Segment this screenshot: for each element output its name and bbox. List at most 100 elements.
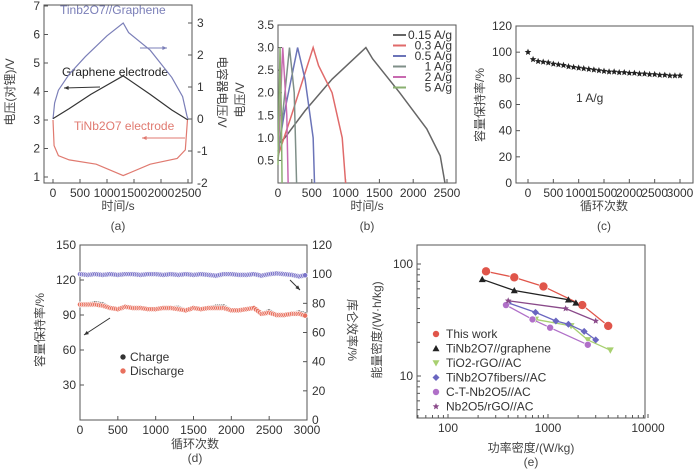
panel-d-arrow-efficiency-head [295,285,300,290]
panel-a-ytick-label: 3 [33,113,40,127]
panel-c-data-point [524,48,532,55]
panel-b-legend-label: 0.15 A/g [408,28,452,42]
panel-c-data-point [620,68,628,76]
y-axis-label: 容量保持率/% [32,293,47,367]
panel-e-data-point-series-3 [564,320,572,328]
panel-e-data-point-series-0 [603,321,614,331]
panel-b-xtick-label: 2500 [434,186,461,200]
panel-label: (d) [188,451,203,465]
panel-b-series-line-1 [277,45,347,184]
panel-c-data-point [570,63,577,71]
panel-e-series-line-2 [535,318,611,351]
panel-c-xtick-label: 3000 [667,186,694,200]
x-axis-label: 时间/s [350,199,383,213]
panel-c-data-point [631,69,638,76]
panel-c-data-point [666,72,674,79]
panel-c-xtick-label: 1500 [591,186,618,200]
panel-c-data-point [605,68,613,75]
panel-c-ytick-label: 60 [499,98,513,112]
panel-a-xtick-label: 0 [50,186,57,200]
x-axis-label: 功率密度/(W/kg) [488,440,575,455]
panel-d-ytick-label: 80 [312,296,326,310]
panel-e-xtick-label: 100 [438,421,458,435]
panel-a-arrow-graphene [63,86,101,89]
panel-b-ytick-label: 1.5 [257,108,274,122]
panel-e-series-line-1 [482,278,577,304]
panel-b-legend-label: 1 A/g [425,60,452,74]
panel-a-series-line-2 [52,119,189,177]
y-axis-label: 能量密度/(W·h/kg) [369,281,384,378]
panel-b-ytick-label: 2.5 [257,63,274,77]
panel-label: (e) [524,455,539,469]
panel-a-ytick-label: 0 [197,112,204,126]
panel-b-series-line-5 [277,47,283,184]
panel-e-legend-marker [432,330,440,338]
panel-e-legend-marker [432,403,440,410]
panel-label: (a) [111,219,126,233]
panel-e-data-point-series-3 [532,308,540,316]
panel-c-ytick-label: 100 [492,45,512,59]
panel-e-legend-marker [432,374,440,381]
panel-d-xtick-label: 1500 [180,423,207,437]
panel-c-ytick-label: 80 [499,71,513,85]
panel-c-data-point [539,58,547,65]
panel-d-legend-label: Discharge [130,364,184,378]
panel-e-xtick-label: 1000 [535,421,562,435]
panel-e-data-point-series-3 [580,327,588,335]
panel-e-data-point-series-4 [502,301,510,309]
panel-c-ytick-label: 120 [492,19,512,33]
panel-d-xtick-label: 2500 [256,423,283,437]
panel-e-legend-label: This work [446,327,498,341]
panel-c-ytick-label: 40 [499,124,513,138]
panel-e-data-point-series-4 [528,315,537,324]
label-full-cell: Tinb2O7//Graphene [60,3,166,17]
panel-d-ytick-label: 60 [312,326,326,340]
y-axis-label: 电压(对锂)/V [2,58,17,125]
panel-b-xtick-label: 0 [275,186,282,200]
panel-b-legend-label: 0.5 A/g [415,49,452,63]
panel-c-data-point [580,65,588,72]
panel-e-legend-label: TiNb2O7//graphene [446,342,551,356]
panel-c-xtick-label: 1000 [565,186,592,200]
panel-b-ytick-label: 1.0 [257,131,274,145]
x-axis-label: 循环次数 [580,198,628,213]
panel-e-legend-label: Nb2O5/rGO//AC [446,400,534,414]
panel-b-xtick-label: 1000 [332,186,359,200]
panel-d-legend-label: Charge [130,350,170,364]
panel-e-data-point-series-4 [546,323,554,332]
annotation-current-density: 1 A/g [576,91,603,105]
panel-b-ytick-label: 0.5 [257,153,274,167]
panel-c-data-point [555,61,562,68]
panel-a-arrow-tinb2o7-head [142,136,147,140]
panel-label: (b) [360,219,375,233]
y2-axis-label: 电容器电压/V [215,56,230,127]
x-axis-label: 循环次数 [171,436,219,451]
panel-c-data-point [636,70,643,77]
panel-e-data-point-series-0 [577,300,588,310]
panel-d-ytick-label: 40 [312,355,326,369]
panel-e-legend-marker [432,388,440,396]
panel-d-ytick-label: 20 [312,384,326,398]
panel-d-data-point-series-1 [302,312,309,319]
panel-c-xtick-label: 2500 [641,186,668,200]
panel-b-legend-label: 2 A/g [425,70,452,84]
panel-b-legend-label: 0.3 A/g [415,39,452,53]
panel-c-ytick-label: 20 [499,150,513,164]
panel-c-data-point [600,67,608,74]
panel-a-ytick-label: 1 [197,80,204,94]
panel-e-data-point-series-0 [538,281,549,292]
panel-c-data-point [529,55,537,63]
panel-a-xtick-label: 2500 [175,186,202,200]
panel-d-legend-marker [119,367,127,375]
panel-a-ytick-label: 3 [197,16,204,30]
panel-c-xtick-label: 0 [525,186,532,200]
panel-b-xtick-label: 500 [302,186,322,200]
panel-e-data-point-series-5 [562,305,569,312]
panel-d-ytick-label: 120 [312,238,332,252]
panel-c-data-point [641,70,648,77]
panel-a-ytick-label: -2 [197,176,208,190]
panel-a-xtick-label: 500 [70,186,90,200]
y2-axis-label: 库仑效率/% [345,299,360,361]
panel-b-series-line-2 [277,47,316,184]
panel-d-xtick-label: 1000 [142,423,169,437]
